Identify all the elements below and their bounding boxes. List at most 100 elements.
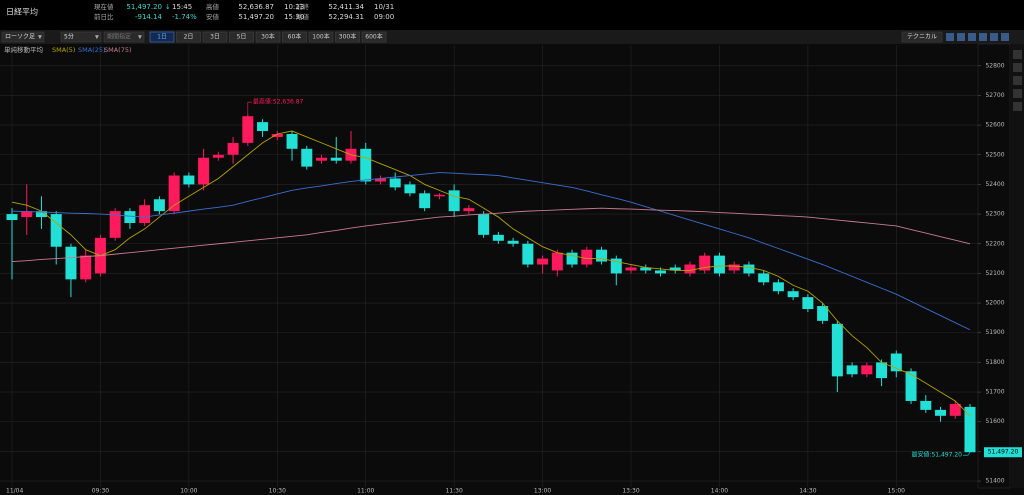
candle-body <box>566 252 578 265</box>
side-tools <box>1010 44 1024 488</box>
quote-arrow: ↓ <box>165 3 171 11</box>
range-label: 30本 <box>261 33 275 41</box>
y-tick-label: 52600 <box>985 122 1004 129</box>
range-button[interactable] <box>149 31 175 43</box>
quote-value: 52,636.87 <box>238 3 274 11</box>
candle-body <box>183 175 195 185</box>
candle-body <box>537 258 549 265</box>
range-button[interactable] <box>255 31 281 43</box>
quote-extra: -1.74% <box>172 13 197 21</box>
tool-icon[interactable] <box>990 33 998 41</box>
quote-extra: 15:45 <box>172 3 192 11</box>
range-button[interactable] <box>335 31 360 43</box>
candle-body <box>271 133 283 137</box>
range-label: 3日 <box>210 34 220 41</box>
quote-value: 51,497.20 <box>126 3 162 11</box>
candle-body <box>743 264 755 274</box>
candle-body <box>35 211 47 218</box>
legend-entry: SMA(75) <box>104 46 132 54</box>
y-tick-label: 52400 <box>985 181 1004 188</box>
candle-body <box>831 323 843 377</box>
side-icon[interactable] <box>1013 102 1022 111</box>
range-button[interactable] <box>282 31 307 43</box>
dropdown[interactable] <box>60 31 102 43</box>
range-button[interactable] <box>361 31 387 43</box>
side-icon[interactable] <box>1013 76 1022 85</box>
tool-icon[interactable] <box>1001 33 1009 41</box>
y-tick-label: 51600 <box>985 418 1004 425</box>
candle-body <box>920 400 932 410</box>
candle-body <box>419 193 431 209</box>
x-tick-label: 09:30 <box>92 488 109 495</box>
y-tick-label: 52500 <box>985 151 1004 158</box>
y-tick-label: 51900 <box>985 329 1004 336</box>
range-label: 1日 <box>157 34 167 41</box>
range-label: 600本 <box>365 33 382 41</box>
quote-label: 始値 <box>296 12 310 21</box>
y-tick-label: 52000 <box>985 300 1004 307</box>
candle-body <box>581 249 593 265</box>
candle-body <box>374 178 386 182</box>
candle-body <box>935 409 947 416</box>
quote-value: 52,294.31 <box>328 13 364 21</box>
tool-icon[interactable] <box>946 33 954 41</box>
y-tick-label: 51800 <box>985 359 1004 366</box>
range-button[interactable] <box>202 31 228 43</box>
quote-value: 52,411.34 <box>328 3 364 11</box>
candle-body <box>625 267 637 271</box>
side-icon[interactable] <box>1013 89 1022 98</box>
candle-body <box>389 178 401 188</box>
dropdown-arrow: ▼ <box>138 35 142 41</box>
candle-body <box>890 353 902 372</box>
tool-icon[interactable] <box>979 33 987 41</box>
technical-button[interactable] <box>901 31 943 43</box>
dropdown-label: 5分 <box>64 33 74 41</box>
candle-body <box>6 214 18 221</box>
candle-body <box>817 306 829 321</box>
quote-extra: 15:30 <box>284 13 304 21</box>
candle-body <box>198 157 210 185</box>
side-icon[interactable] <box>1013 50 1022 59</box>
candle-body <box>212 154 224 158</box>
range-label: 2日 <box>184 34 194 41</box>
range-label: 100本 <box>312 33 329 41</box>
x-tick-label: 11:00 <box>357 488 374 495</box>
candle-body <box>654 270 666 274</box>
range-button[interactable] <box>308 31 334 43</box>
instrument-name: 日経平均 <box>6 7 38 17</box>
x-tick-label: 14:00 <box>711 488 728 495</box>
sma-line <box>11 172 971 331</box>
candle-body <box>596 249 608 262</box>
tool-icon[interactable] <box>957 33 965 41</box>
x-tick-label: 13:00 <box>534 488 551 495</box>
quote-label: 現在値 <box>94 2 114 11</box>
candle-body <box>728 264 740 271</box>
range-button[interactable] <box>229 31 254 43</box>
quote-extra: 09:00 <box>374 13 394 21</box>
dropdown[interactable] <box>103 31 145 43</box>
quote-extra: 10/31 <box>374 3 394 11</box>
high-pointer <box>247 101 252 115</box>
candle-body <box>153 199 165 212</box>
candle-body <box>905 371 917 401</box>
candle-body <box>109 211 121 238</box>
legend-entry: SMA(25) <box>78 46 106 54</box>
last-price-label: 51,497.20 <box>988 449 1019 456</box>
quote-extra: 10:23 <box>284 3 304 11</box>
y-tick-label: 52100 <box>985 270 1004 277</box>
candle-body <box>478 214 490 235</box>
candle-body <box>50 214 62 247</box>
side-icons <box>1013 50 1022 111</box>
quote-label: 高値 <box>206 2 220 11</box>
range-button[interactable] <box>176 31 201 43</box>
x-tick-label: 14:30 <box>799 488 816 495</box>
legend-entry: SMA(5) <box>52 46 75 54</box>
candle-body <box>787 291 799 298</box>
side-icon[interactable] <box>1013 63 1022 72</box>
technical-label: テクニカル <box>907 34 937 41</box>
low-pointer <box>963 452 971 456</box>
candle-body <box>286 133 298 149</box>
tool-icon[interactable] <box>968 33 976 41</box>
dropdown[interactable] <box>1 31 45 43</box>
candle-body <box>492 234 504 241</box>
